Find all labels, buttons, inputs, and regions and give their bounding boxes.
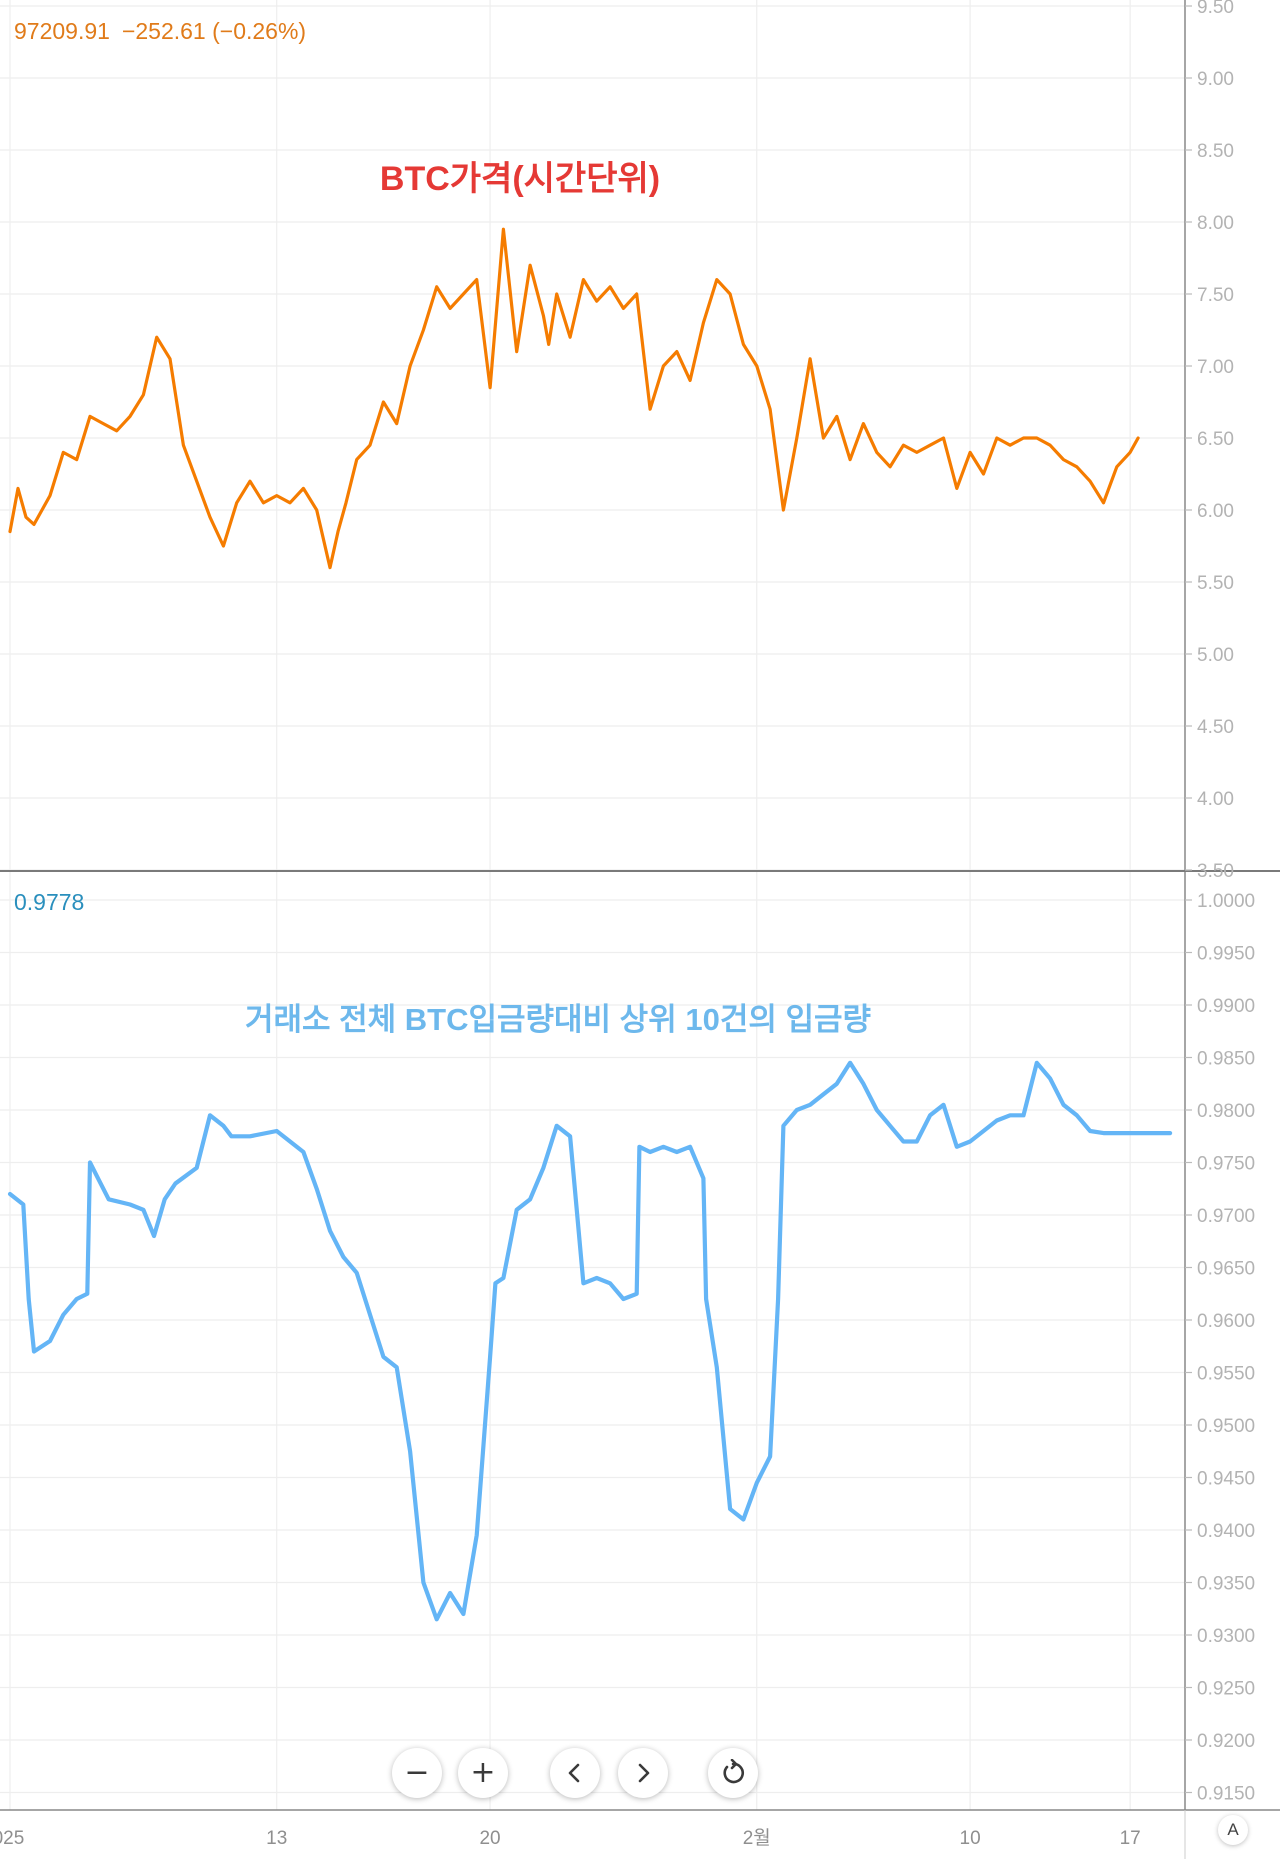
minus-icon: −: [404, 1755, 430, 1790]
y-tick-label: 0.9300: [1197, 1626, 1255, 1647]
y-tick-label: 4.50: [1197, 717, 1234, 738]
y-tick-label: 0.9550: [1197, 1364, 1255, 1385]
x-tick-label: 2월: [743, 1827, 771, 1849]
y-tick-label: 9.50: [1197, 0, 1234, 18]
y-tick-label: 7.00: [1197, 357, 1234, 378]
y-tick-label: 0.9750: [1197, 1154, 1255, 1175]
chevron-left-icon: [568, 1763, 580, 1783]
y-tick-label: 0.9900: [1197, 996, 1255, 1017]
scroll-right-button[interactable]: [618, 1748, 668, 1798]
x-tick-label: 10: [960, 1828, 981, 1849]
y-tick-label: 0.9350: [1197, 1574, 1255, 1595]
series-layer: [7, 227, 1173, 1622]
chevron-right-icon: [638, 1763, 650, 1783]
x-tick-label: 20: [479, 1828, 500, 1849]
y-tick-label: 0.9850: [1197, 1049, 1255, 1070]
y-tick-label: 3.50: [1197, 861, 1234, 882]
y-tick-label: 0.9400: [1197, 1521, 1255, 1542]
top-chart-title: BTC가격(시간단위): [380, 160, 660, 198]
price-change-value: −252.61 (−0.26%): [122, 18, 306, 44]
ratio-last-value: 0.9778: [14, 889, 84, 915]
price-header: 97209.91 −252.61 (−0.26%): [14, 18, 306, 44]
y-tick-label: 6.00: [1197, 501, 1234, 522]
y-tick-label: 8.00: [1197, 213, 1234, 234]
x-tick-label: 13: [266, 1828, 287, 1849]
y-tick-label: 0.9200: [1197, 1731, 1255, 1752]
y-tick-label: 7.50: [1197, 285, 1234, 306]
y-tick-label: 5.00: [1197, 645, 1234, 666]
scroll-left-button[interactable]: [550, 1748, 600, 1798]
y-tick-label: 5.50: [1197, 573, 1234, 594]
zoom-out-button[interactable]: −: [392, 1748, 442, 1798]
y-tick-label: 0.9250: [1197, 1679, 1255, 1700]
top10-deposit-ratio-series-line: [7, 1060, 1173, 1622]
y-tick-label: 6.50: [1197, 429, 1234, 450]
zoom-in-button[interactable]: +: [458, 1748, 508, 1798]
price-last-value: 97209.91: [14, 18, 110, 44]
x-tick-label: 17: [1120, 1828, 1141, 1849]
y-tick-label: 0.9650: [1197, 1259, 1255, 1280]
y-tick-label: 0.9950: [1197, 944, 1255, 965]
x-tick-labels: 2025 13 20 2월 10 17: [0, 1827, 1141, 1849]
y-tick-label: 1.0000: [1197, 891, 1255, 912]
y-tick-label: 8.50: [1197, 141, 1234, 162]
y-tick-label: 0.9600: [1197, 1311, 1255, 1332]
y-tick-label: 0.9800: [1197, 1101, 1255, 1122]
y-tick-label: 0.9700: [1197, 1206, 1255, 1227]
y-tick-label: 0.9150: [1197, 1784, 1255, 1805]
grid-lines: [0, 0, 1185, 1810]
btc-price-series-line: [8, 227, 1140, 570]
plus-icon: +: [470, 1755, 496, 1790]
y-tick-label: 4.00: [1197, 789, 1234, 810]
reset-view-button[interactable]: [708, 1748, 758, 1798]
auto-scale-button[interactable]: A: [1218, 1815, 1248, 1845]
y-tick-label: 9.00: [1197, 69, 1234, 90]
y-tick-labels: 3.50 4.00 4.50 5.00 5.50 6.00 6.50 7.00 7.50 8.00…: [1185, 0, 1255, 1805]
x-tick-label: 2025: [0, 1828, 24, 1849]
y-tick-label: 0.9450: [1197, 1469, 1255, 1490]
reset-icon: [723, 1759, 745, 1784]
y-tick-label: 0.9500: [1197, 1416, 1255, 1437]
bottom-chart-title: 거래소 전체 BTC입금량대비 상위 10건의 입금량: [245, 1002, 871, 1037]
